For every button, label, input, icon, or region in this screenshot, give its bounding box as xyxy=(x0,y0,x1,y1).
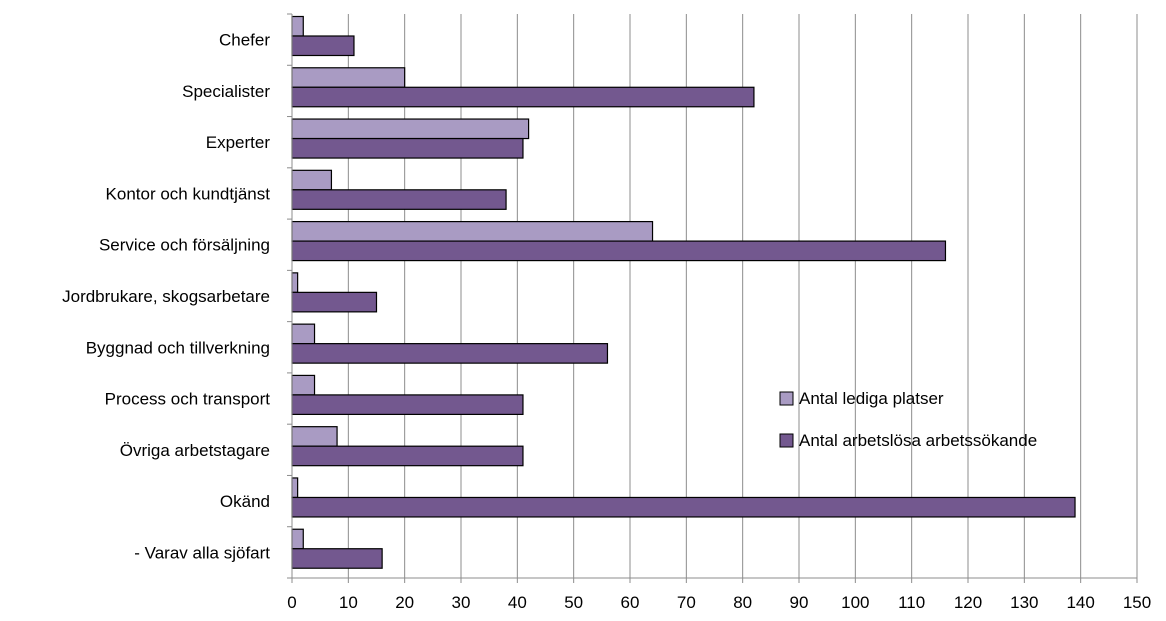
bar-lediga-platser xyxy=(291,272,299,293)
bar-arbetslosa xyxy=(291,189,507,210)
x-tick-label: 140 xyxy=(1066,593,1094,612)
x-tick-label: 20 xyxy=(395,593,414,612)
x-tick-label: 120 xyxy=(954,593,982,612)
bar-lediga-platser xyxy=(291,323,316,345)
bar-lediga-platser xyxy=(291,118,530,140)
category-label: Jordbrukare, skogsarbetare xyxy=(62,287,270,306)
x-tick-label: 60 xyxy=(621,593,640,612)
x-tick-label: 100 xyxy=(841,593,869,612)
bar-lediga-platser xyxy=(291,169,333,191)
category-label: Specialister xyxy=(182,82,270,101)
legend-swatch xyxy=(779,433,794,448)
x-tick-label: 110 xyxy=(898,593,925,612)
tick-labels: 0 10 20 30 40 50 60 70 80 90 100 110 120 130 140 150 xyxy=(287,593,1151,612)
bar-arbetslosa xyxy=(291,137,524,159)
bar-arbetslosa xyxy=(291,445,524,467)
bar-lediga-platser xyxy=(291,67,406,88)
category-label: - Varav alla sjöfart xyxy=(134,543,270,562)
x-tick-label: 90 xyxy=(790,593,809,612)
bars xyxy=(291,15,1076,569)
category-label: Byggnad och tillverkning xyxy=(86,338,270,357)
bar-arbetslosa xyxy=(291,394,524,416)
bar-arbetslosa xyxy=(291,240,947,262)
category-labels: Chefer Specialister Experter Kontor och kun… xyxy=(62,31,270,563)
bar-arbetslosa xyxy=(291,35,355,57)
bar-arbetslosa xyxy=(291,86,755,108)
bar-arbetslosa xyxy=(291,548,383,569)
legend-swatch xyxy=(779,391,794,406)
legend: Antal lediga platser Antal arbetslösa arb… xyxy=(779,389,1037,450)
x-tick-label: 150 xyxy=(1123,593,1151,612)
legend-label: Antal arbetslösa arbetssökande xyxy=(799,431,1037,450)
bar-lediga-platser xyxy=(291,426,338,447)
x-tick-label: 30 xyxy=(452,593,471,612)
bar-arbetslosa xyxy=(291,496,1076,518)
x-tick-label: 40 xyxy=(508,593,527,612)
category-label: Övriga arbetstagare xyxy=(120,441,270,460)
x-tick-label: 50 xyxy=(564,593,583,612)
bar-lediga-platser xyxy=(291,477,299,499)
bar-lediga-platser xyxy=(291,374,316,396)
x-tick-label: 70 xyxy=(677,593,696,612)
x-tick-label: 10 xyxy=(339,593,358,612)
category-label: Process och transport xyxy=(105,390,271,409)
bar-arbetslosa xyxy=(291,343,609,364)
bar-lediga-platser xyxy=(291,15,304,37)
bar-arbetslosa xyxy=(291,291,378,313)
category-label: Experter xyxy=(206,133,271,152)
category-label: Service och försäljning xyxy=(99,236,270,255)
category-label: Kontor och kundtjänst xyxy=(106,184,271,203)
category-label: Chefer xyxy=(219,31,270,50)
legend-label: Antal lediga platser xyxy=(799,389,944,408)
bar-lediga-platser xyxy=(291,220,654,242)
x-tick-label: 0 xyxy=(287,593,296,612)
bar-lediga-platser xyxy=(291,528,304,550)
gridlines xyxy=(347,14,1138,578)
category-label: Okänd xyxy=(220,492,270,511)
axes xyxy=(287,13,1138,583)
x-tick-label: 80 xyxy=(733,593,752,612)
x-tick-label: 130 xyxy=(1010,593,1038,612)
